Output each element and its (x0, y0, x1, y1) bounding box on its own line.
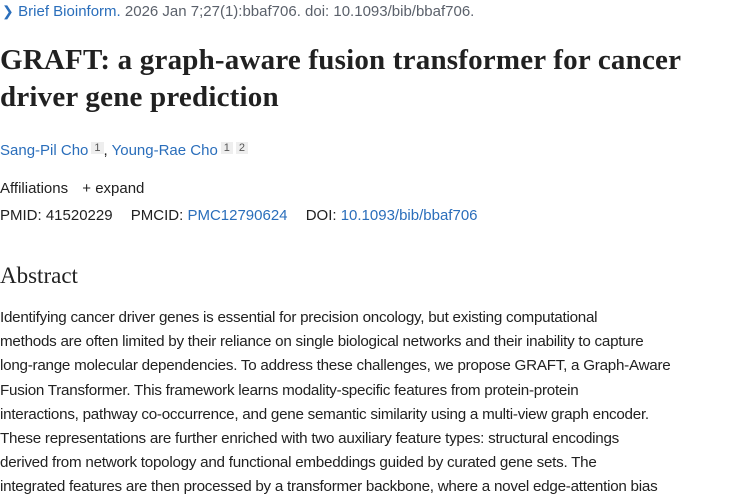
abstract-line: integrated features are then processed b… (0, 478, 658, 496)
abstract-line: These representations are further enrich… (0, 430, 620, 448)
pmid-label: PMID: (0, 207, 42, 224)
article-title: GRAFT: a graph-aware fusion transformer … (0, 44, 681, 113)
author-link[interactable]: Sang-Pil Cho (0, 142, 89, 159)
abstract-line: derived from network topology and functi… (0, 454, 597, 472)
abstract-text: Identifying cancer driver genes is essen… (0, 306, 750, 500)
author-list: Sang-Pil Cho 1, Young-Rae Cho 1 2 (0, 142, 249, 159)
affiliations-row: Affiliations + expand (0, 180, 144, 197)
abstract-heading: Abstract (0, 263, 78, 288)
abstract-line: interactions, pathway co-occurrence, and… (0, 405, 649, 423)
pmid-value: 41520229 (45, 207, 113, 224)
pmcid-link[interactable]: PMC12790624 (187, 207, 288, 224)
abstract-line: Fusion Transformer. This framework learn… (0, 381, 579, 399)
abstract-line: Identifying cancer driver genes is essen… (0, 309, 598, 326)
abstract-line: methods are often limited by their relia… (0, 333, 644, 351)
citation: ❯ Brief Bioinform. 2026 Jan 7;27(1):bbaf… (2, 3, 474, 20)
doi-link[interactable]: 10.1093/bib/bbaf706 (340, 207, 478, 224)
abstract-line: long-range molecular dependencies. To ad… (0, 357, 671, 375)
affiliation-ref[interactable]: 1 (91, 142, 104, 154)
citation-details: 2026 Jan 7;27(1):bbaf706. doi: 10.1093/b… (120, 3, 475, 20)
affiliation-ref[interactable]: 2 (235, 142, 249, 154)
doi-label: DOI: (305, 207, 337, 224)
expand-affiliations-button[interactable]: + expand (82, 180, 145, 197)
identifiers: PMID: 41520229 PMCID: PMC12790624 DOI: 1… (0, 207, 478, 224)
affiliations-label: Affiliations (0, 180, 69, 197)
journal-link[interactable]: Brief Bioinform. (18, 3, 121, 20)
affiliation-ref[interactable]: 1 (220, 142, 233, 154)
pmcid-label: PMCID: (130, 207, 184, 224)
author-link[interactable]: Young-Rae Cho (111, 142, 218, 159)
chevron-right-icon[interactable]: ❯ (2, 3, 14, 19)
